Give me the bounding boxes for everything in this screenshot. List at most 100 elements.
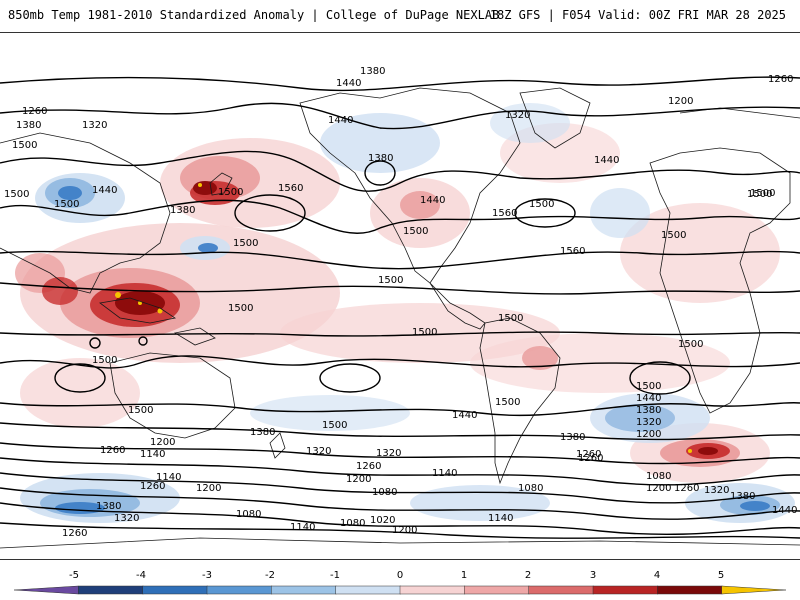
contour-label: 1260 — [22, 106, 47, 117]
contour-label: 1500 — [128, 405, 153, 416]
contour-label: 1380 — [636, 405, 661, 416]
legend-tick-label: -3 — [202, 570, 212, 581]
contour-label: 1560 — [560, 246, 585, 257]
contour-label: 1320 — [505, 110, 530, 121]
contour-label: 1440 — [452, 410, 477, 421]
legend-swatch — [13, 585, 79, 595]
contour-label: 1260 — [578, 453, 603, 464]
contour-label: 1080 — [340, 518, 365, 529]
contour-label: 1260 — [62, 528, 87, 539]
map-title: 850mb Temp 1981-2010 Standardized Anomal… — [8, 8, 500, 22]
contour-label: 1500 — [678, 339, 703, 350]
contour-label: 1080 — [236, 509, 261, 520]
legend-tick-label: 1 — [461, 570, 467, 581]
contour-label: 1380 — [16, 120, 41, 131]
contour-label: 1500 — [529, 199, 554, 210]
contour-label: 1500 — [322, 420, 347, 431]
contour-label: 1380 — [560, 432, 585, 443]
contour-label: 1140 — [140, 449, 165, 460]
contour-label: 1440 — [328, 115, 353, 126]
contour-label: 1500 — [54, 199, 79, 210]
contour-label: 1500 — [92, 355, 117, 366]
contour-label: 1500 — [378, 275, 403, 286]
color-legend: -5 -4 -3 -2 -1 0 1 2 3 4 5 — [0, 566, 800, 600]
height-contours — [0, 76, 800, 539]
contour-label: 1500 — [412, 327, 437, 338]
contour-label: 1020 — [370, 515, 395, 526]
contour-label: 1320 — [306, 446, 331, 457]
contour-label: 1200 — [150, 437, 175, 448]
legend-ticks: -5 -4 -3 -2 -1 0 1 2 3 4 5 — [69, 570, 724, 581]
contour-label: 1140 — [432, 468, 457, 479]
contour-label: 1440 — [594, 155, 619, 166]
contour-label: 1260 — [674, 483, 699, 494]
legend-tick-label: 5 — [718, 570, 724, 581]
contour-label: 1500 — [747, 189, 772, 200]
contour-label: 1560 — [492, 208, 517, 219]
legend-swatch — [335, 585, 401, 595]
contour-label: 1200 — [646, 483, 671, 494]
legend-tick-label: -5 — [69, 570, 79, 581]
contour-label: 1440 — [336, 78, 361, 89]
contour-label: 1500 — [403, 226, 428, 237]
contour-label: 1320 — [82, 120, 107, 131]
contour-label: 1500 — [495, 397, 520, 408]
contour-label: 1440 — [636, 393, 661, 404]
legend-tick-label: -2 — [265, 570, 275, 581]
map-canvas: 1380 1440 1260 1200 1260 1380 1320 1500 … — [0, 66, 800, 549]
contour-label: 1380 — [96, 501, 121, 512]
legend-swatch — [528, 585, 594, 595]
contour-label: 1140 — [290, 522, 315, 533]
contour-label: 1440 — [772, 505, 797, 516]
legend-swatch — [721, 585, 787, 595]
contour-label: 1500 — [4, 189, 29, 200]
contour-label: 1440 — [420, 195, 445, 206]
contour-label: 1440 — [92, 185, 117, 196]
legend-swatch — [592, 585, 659, 595]
contour-label: 1140 — [156, 472, 181, 483]
contour-label: 1320 — [636, 417, 661, 428]
contour-label: 1260 — [768, 74, 793, 85]
contour-label: 1200 — [346, 474, 371, 485]
legend-swatch — [464, 585, 530, 595]
contour-label: 1500 — [233, 238, 258, 249]
contour-label: 1500 — [661, 230, 686, 241]
contour-labels: 1380 1440 1260 1200 1260 1380 1320 1500 … — [4, 66, 797, 539]
model-run-info: 18Z GFS | F054 Valid: 00Z FRI MAR 28 202… — [489, 8, 786, 22]
contour-label: 1320 — [376, 448, 401, 459]
legend-color-bar — [13, 585, 787, 595]
contour-label: 1320 — [704, 485, 729, 496]
legend-swatch — [142, 585, 208, 595]
header: 850mb Temp 1981-2010 Standardized Anomal… — [0, 0, 800, 30]
contour-label: 1500 — [228, 303, 253, 314]
contour-label: 1080 — [372, 487, 397, 498]
contour-label: 1500 — [636, 381, 661, 392]
legend-swatch — [271, 585, 337, 595]
contour-label: 1500 — [218, 187, 243, 198]
contour-label: 1080 — [646, 471, 671, 482]
legend-tick-label: 0 — [397, 570, 403, 581]
legend-tick-label: 2 — [525, 570, 531, 581]
contour-label: 1380 — [360, 66, 385, 77]
contour-label: 1380 — [730, 491, 755, 502]
legend-swatch — [78, 585, 144, 595]
contour-label: 1200 — [392, 525, 417, 536]
legend-tick-label: 4 — [654, 570, 660, 581]
contour-label: 1260 — [576, 449, 601, 460]
coastlines — [0, 87, 800, 549]
contour-label: 1200 — [196, 483, 221, 494]
contour-label: 1140 — [488, 513, 513, 524]
legend-tick-label: -1 — [330, 570, 340, 581]
contour-label: 1200 — [668, 96, 693, 107]
contour-label: 1260 — [100, 445, 125, 456]
contour-label: 1260 — [356, 461, 381, 472]
legend-swatch — [657, 585, 723, 595]
contour-label: 1560 — [278, 183, 303, 194]
anomaly-map[interactable]: 1380 1440 1260 1200 1260 1380 1320 1500 … — [0, 32, 800, 560]
contour-label: 1380 — [250, 427, 275, 438]
contour-label: 1500 — [750, 188, 775, 199]
contour-label: 1380 — [368, 153, 393, 164]
legend-swatch — [399, 585, 466, 595]
contour-label: 1500 — [498, 313, 523, 324]
contour-label: 1200 — [636, 429, 661, 440]
